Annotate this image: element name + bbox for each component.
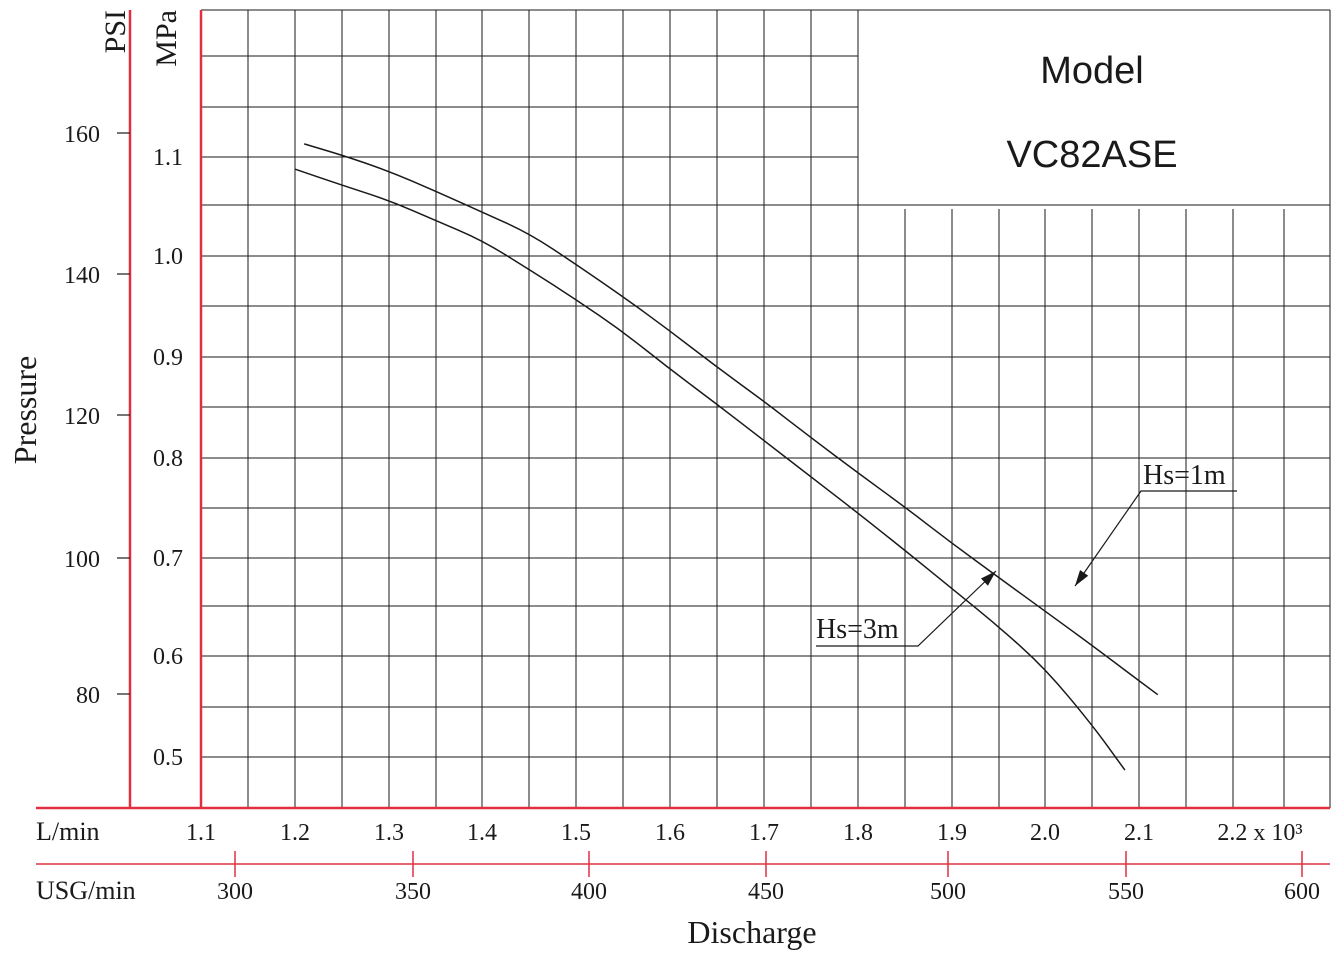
hs3-leader: [816, 570, 997, 647]
series-label-hs1: Hs=1m: [1143, 460, 1226, 491]
series-label-hs3: Hs=3m: [816, 614, 899, 645]
curve-hs1: [303, 143, 1159, 696]
model-name: VC82ASE: [1006, 134, 1177, 176]
lpm-tick-label: 1.2: [280, 820, 310, 846]
mpa-tick-label: 1.1: [153, 145, 183, 171]
lpm-tick-label: 1.5: [561, 820, 591, 846]
usg-tick-label: 550: [1108, 879, 1144, 905]
mpa-tick-label: 0.9: [153, 345, 183, 371]
lpm-axis-unit: L/min: [36, 817, 100, 846]
usg-tick-label: 600: [1284, 879, 1320, 905]
psi-tick-label: 100: [64, 547, 100, 573]
psi-tick-label: 80: [76, 683, 100, 709]
mpa-tick-label: 1.0: [153, 244, 183, 270]
usg-axis-unit: USG/min: [36, 876, 136, 905]
usg-tick-label: 300: [217, 879, 253, 905]
lpm-tick-label: 1.7: [749, 820, 779, 846]
mpa-axis-unit: MPa: [150, 10, 183, 67]
curve-hs3: [294, 168, 1126, 771]
psi-tick-label: 140: [64, 263, 100, 289]
lpm-tick-label: 1.3: [374, 820, 404, 846]
model-label: Model: [1040, 50, 1144, 92]
lpm-tick-label: 2.0: [1030, 820, 1060, 846]
usg-tick-label: 400: [571, 879, 607, 905]
usg-tick-label: 450: [748, 879, 784, 905]
mpa-tick-label: 0.6: [153, 644, 183, 670]
lpm-tick-label: 1.1: [186, 820, 216, 846]
mpa-tick-label: 0.8: [153, 446, 183, 472]
psi-tick-label: 120: [64, 404, 100, 430]
lpm-tick-label: 1.6: [655, 820, 685, 846]
usg-tick-label: 350: [395, 879, 431, 905]
lpm-tick-label: 1.8: [843, 820, 873, 846]
psi-axis-unit: PSI: [99, 10, 132, 53]
hs3-arrowhead: [981, 571, 996, 586]
lpm-tick-label: 1.4: [467, 820, 497, 846]
grid-layer: [201, 9, 1331, 808]
hs1-arrowhead: [1075, 570, 1089, 586]
hs1-leader: [1074, 490, 1237, 587]
x-axis-title: Discharge: [687, 914, 816, 950]
y-axis-title: Pressure: [7, 356, 43, 464]
usg-tick-label: 500: [930, 879, 966, 905]
mpa-tick-label: 0.7: [153, 546, 183, 572]
psi-tick-label: 160: [64, 122, 100, 148]
label-layer: Model VC82ASE PSI MPa Pressure L/min USG…: [7, 10, 1226, 950]
axis-layer: 160 140 120 100 80 1.1 1.0 0.9 0.8 0.7 0.6 0.5 1.1 1.…: [36, 10, 1330, 905]
mpa-tick-label: 0.5: [153, 745, 183, 771]
curve-layer: [294, 143, 1237, 771]
lpm-tick-label: 2.2 x 10³: [1217, 820, 1302, 846]
lpm-tick-label: 1.9: [937, 820, 967, 846]
lpm-tick-label: 2.1: [1124, 820, 1154, 846]
